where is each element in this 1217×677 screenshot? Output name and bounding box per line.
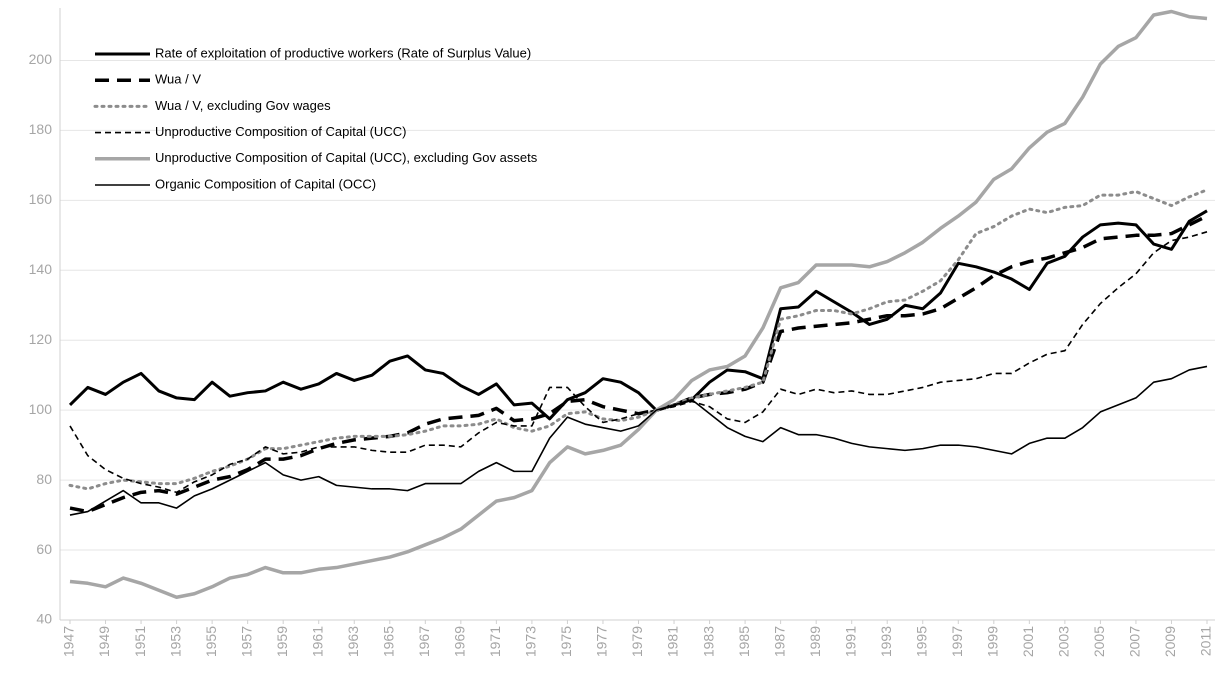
x-tick-label: 1997 bbox=[949, 626, 965, 657]
legend-label: Wua / V bbox=[155, 72, 201, 87]
x-tick-label: 1985 bbox=[736, 626, 752, 657]
x-tick-label: 1957 bbox=[238, 626, 254, 657]
legend-label: Rate of exploitation of productive worke… bbox=[155, 45, 531, 60]
y-tick-label: 100 bbox=[29, 401, 53, 417]
x-tick-label: 1963 bbox=[345, 626, 361, 657]
x-tick-label: 1977 bbox=[594, 626, 610, 657]
x-tick-label: 1947 bbox=[61, 626, 77, 657]
x-tick-label: 2001 bbox=[1020, 626, 1036, 657]
series-line bbox=[69, 214, 1208, 514]
legend-label: Unproductive Composition of Capital (UCC… bbox=[155, 150, 538, 165]
x-tick-label: 1989 bbox=[807, 626, 823, 657]
x-tick-label: 1969 bbox=[452, 626, 468, 657]
y-tick-label: 80 bbox=[36, 471, 52, 487]
y-tick-label: 180 bbox=[29, 121, 53, 137]
x-tick-label: 1995 bbox=[913, 626, 929, 657]
x-tick-label: 2005 bbox=[1091, 626, 1107, 657]
x-tick-label: 1987 bbox=[771, 626, 787, 657]
x-tick-label: 2011 bbox=[1198, 626, 1214, 656]
series-line bbox=[68, 209, 1208, 421]
x-tick-label: 1965 bbox=[380, 626, 396, 657]
x-tick-label: 1975 bbox=[558, 626, 574, 657]
x-tick-label: 1973 bbox=[523, 626, 539, 657]
x-tick-label: 1959 bbox=[274, 626, 290, 657]
y-tick-label: 60 bbox=[36, 541, 52, 557]
y-tick-label: 160 bbox=[29, 191, 53, 207]
legend-label: Organic Composition of Capital (OCC) bbox=[155, 176, 376, 191]
y-tick-label: 140 bbox=[29, 261, 53, 277]
x-tick-label: 1951 bbox=[132, 626, 148, 657]
series-line bbox=[69, 9, 1208, 600]
y-tick-label: 120 bbox=[29, 331, 53, 347]
series-line bbox=[69, 365, 1208, 516]
x-tick-label: 1981 bbox=[665, 626, 681, 657]
x-tick-label: 2007 bbox=[1127, 626, 1143, 657]
legend-label: Unproductive Composition of Capital (UCC… bbox=[155, 124, 406, 139]
x-tick-label: 2003 bbox=[1056, 626, 1072, 657]
x-tick-label: 1961 bbox=[309, 626, 325, 657]
legend-label: Wua / V, excluding Gov wages bbox=[155, 98, 331, 113]
x-tick-label: 1983 bbox=[700, 626, 716, 657]
x-tick-label: 1999 bbox=[985, 626, 1001, 657]
x-tick-label: 1979 bbox=[629, 626, 645, 657]
y-tick-label: 200 bbox=[29, 51, 53, 67]
x-tick-label: 2009 bbox=[1162, 626, 1178, 657]
x-tick-label: 1971 bbox=[487, 626, 503, 657]
series-line bbox=[69, 231, 1208, 494]
x-tick-label: 1955 bbox=[203, 626, 219, 657]
x-tick-label: 1953 bbox=[167, 626, 183, 657]
series-line bbox=[68, 188, 1209, 491]
y-tick-label: 40 bbox=[36, 611, 52, 627]
x-tick-label: 1993 bbox=[878, 626, 894, 657]
x-tick-label: 1949 bbox=[96, 626, 112, 657]
x-tick-label: 1991 bbox=[842, 626, 858, 657]
x-tick-label: 1967 bbox=[416, 626, 432, 657]
